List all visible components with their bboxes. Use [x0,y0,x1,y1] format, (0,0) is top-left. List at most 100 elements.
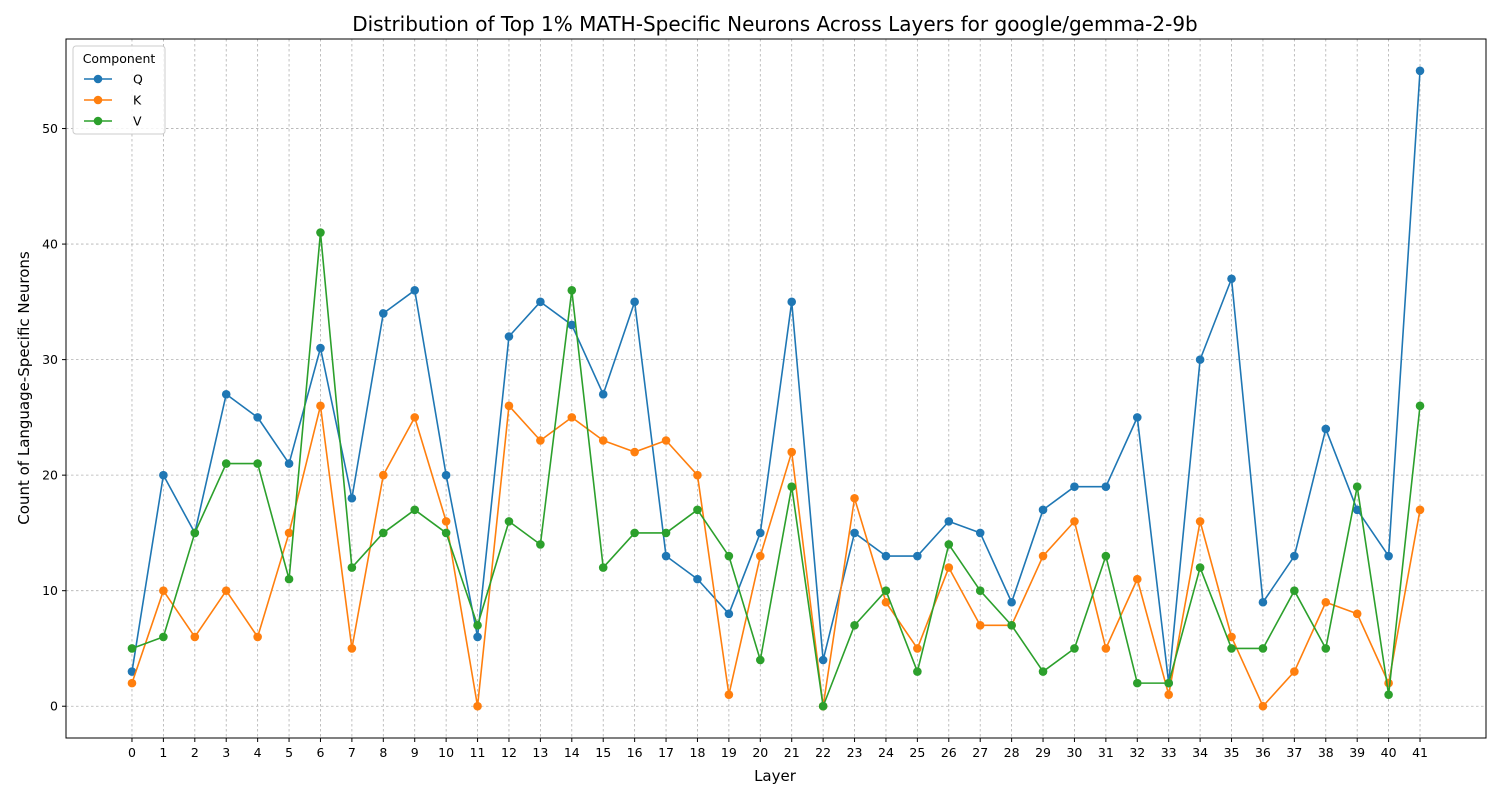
series-v-point [724,551,734,561]
x-tick-label: 19 [721,745,737,760]
series-q-point [1007,597,1016,607]
series-k-point [661,436,671,445]
series-v-point [127,644,137,653]
series-k-point [598,436,608,445]
series-q-point [787,297,797,307]
x-tick-label: 14 [564,745,580,760]
y-tick-label: 50 [42,121,58,136]
series-q-point [975,528,985,538]
x-tick-label: 21 [784,745,800,760]
series-q-point [1070,482,1079,492]
series-q-point [1258,597,1268,607]
series-k-point [1101,644,1111,653]
series-v-point [567,285,577,295]
series-k-point [473,701,482,711]
x-tick-label: 12 [501,745,517,760]
x-tick-label: 8 [379,745,387,760]
x-tick-label: 10 [438,745,454,760]
x-tick-label: 37 [1286,745,1302,760]
series-v-point [1038,667,1048,676]
series-q-point [944,517,954,526]
series-v-point [190,528,200,538]
series-q-line [131,70,1421,684]
series-v-point [1415,401,1425,411]
series-q-point [316,343,325,353]
x-tick-label: 25 [909,745,925,760]
x-tick-label: 1 [159,745,167,760]
series-q-point [598,389,608,399]
grid [66,39,1486,738]
series-v-point [1195,563,1205,572]
series-k-point [944,563,954,572]
series-v-point [755,655,765,665]
series-k-point [1415,505,1425,515]
series-k-point [221,586,231,595]
series-q-point [253,413,262,422]
series-v-point [1070,644,1079,653]
series-v-point [1007,621,1016,630]
series-v-point [881,586,891,595]
series-v-line [131,231,1421,708]
series-q-point [567,320,577,330]
x-tick-label: 2 [191,745,199,760]
y-axis-ticks: 0 10 20 30 40 50 [42,121,66,714]
series-k-point [1132,574,1142,584]
series-q-point [1384,551,1393,561]
series-v-point [850,621,859,630]
series-q-point [441,470,451,480]
x-tick-label: 31 [1098,745,1114,760]
x-tick-label: 38 [1318,745,1334,760]
y-tick-label: 10 [42,583,58,598]
x-tick-label: 30 [1066,745,1082,760]
series-k-point [504,401,514,411]
series-q [127,66,1425,688]
x-axis-label: Layer [754,767,797,785]
series-v-point [536,540,545,549]
series-k [127,401,1425,711]
x-tick-label: 26 [941,745,957,760]
series-q-point [347,493,357,503]
series-k-point [379,470,388,480]
series-k-point [316,401,325,411]
series-v-point [221,459,231,468]
series-v-point [379,528,388,538]
series-k-point [693,470,702,480]
series-k-point [1164,690,1173,699]
series-k-point [159,586,168,595]
plot-frame [65,38,1487,739]
series-v-point [1321,644,1331,653]
series-v-point [1258,644,1268,653]
series-q-point [536,297,545,307]
series-v-point [1227,644,1236,653]
legend: Component QKV [72,45,166,135]
series-k-point [881,597,891,607]
series-v-point [504,517,514,526]
x-tick-label: 16 [627,745,643,760]
series-v-point [1132,678,1142,688]
series-q-point [1415,66,1425,76]
series-q-point [661,551,671,561]
x-tick-label: 7 [348,745,356,760]
series-k-point [410,413,420,422]
series-q-point [159,470,168,480]
series-k-point [1258,701,1268,711]
series-q-point [724,609,734,619]
series-k-point [724,690,734,699]
x-tick-label: 6 [316,745,324,760]
series-v-point [1290,586,1299,595]
series-q-point [850,528,859,538]
x-axis-ticks: 0 1 2 3 4 5 6 7 8 9 10 11 12 13 14 15 16 17 18 19 20 21 22 23 24… [128,738,1428,760]
legend-q-label: Q [133,72,143,87]
series-v-point [1101,551,1111,561]
series-k-point [755,551,765,561]
series-k-point [787,447,797,457]
y-axis-label: Count of Language-Specific Neurons [15,251,33,525]
x-tick-label: 20 [752,745,768,760]
series-q-point [1132,413,1142,422]
series-k-point [1195,517,1205,526]
x-tick-label: 18 [690,745,706,760]
x-tick-label: 40 [1381,745,1397,760]
series-q-point [1290,551,1299,561]
series-k-point [975,621,985,630]
series-k-point [1227,632,1236,642]
